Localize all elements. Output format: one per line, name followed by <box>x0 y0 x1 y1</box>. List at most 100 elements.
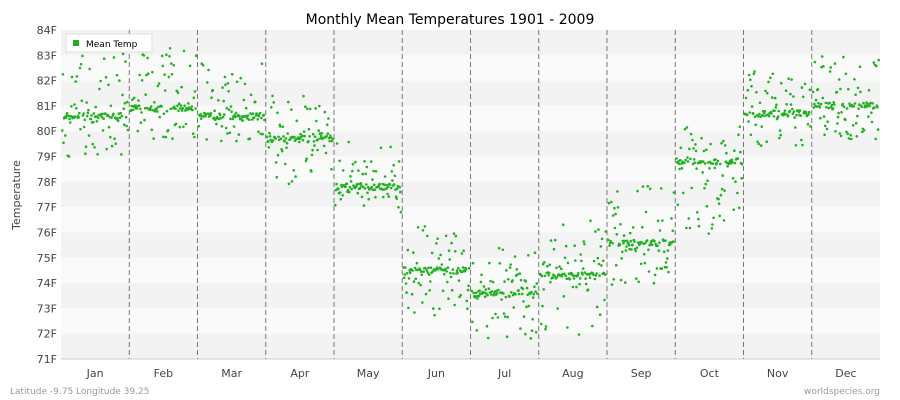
data-point <box>105 147 108 151</box>
data-point <box>787 77 790 80</box>
data-point <box>331 137 335 141</box>
data-point <box>647 270 651 273</box>
data-point <box>695 167 698 170</box>
data-point <box>385 183 389 187</box>
data-point <box>661 219 664 222</box>
data-point <box>859 90 862 94</box>
data-point <box>363 160 366 163</box>
data-point <box>711 162 715 165</box>
data-point <box>467 267 471 270</box>
data-point <box>568 277 572 281</box>
data-point <box>815 105 818 108</box>
data-point <box>807 113 810 116</box>
data-point <box>813 102 816 106</box>
data-point <box>514 293 517 296</box>
data-point <box>717 197 720 201</box>
data-point <box>696 161 700 165</box>
data-point <box>126 100 129 104</box>
data-point <box>680 167 684 170</box>
data-point <box>540 322 543 326</box>
data-point <box>772 115 776 118</box>
data-point <box>150 128 154 132</box>
data-point <box>592 259 596 263</box>
data-point <box>801 143 804 147</box>
data-point <box>665 266 668 269</box>
data-point <box>274 137 277 140</box>
data-point <box>506 315 510 319</box>
data-point <box>717 202 721 205</box>
data-point <box>828 101 831 105</box>
data-point <box>616 190 619 193</box>
data-point <box>74 80 77 83</box>
data-point <box>573 244 576 247</box>
data-point <box>595 272 598 276</box>
data-point <box>733 161 737 165</box>
data-point <box>816 88 820 91</box>
data-point <box>370 185 374 189</box>
data-point <box>770 112 773 115</box>
data-point <box>393 183 396 186</box>
data-point <box>637 280 640 284</box>
data-point <box>558 265 561 268</box>
data-point <box>267 140 270 143</box>
data-point <box>723 144 727 147</box>
data-point <box>533 285 536 289</box>
data-point <box>560 267 563 271</box>
data-point <box>740 162 744 166</box>
data-points <box>61 47 880 340</box>
data-point <box>429 280 432 283</box>
data-point <box>176 104 179 108</box>
data-point <box>380 188 384 191</box>
data-point <box>718 214 721 218</box>
data-point <box>544 325 548 328</box>
data-point <box>73 115 77 118</box>
data-point <box>553 274 556 278</box>
data-point <box>701 171 704 174</box>
data-point <box>115 73 119 77</box>
data-point <box>395 197 399 200</box>
data-point <box>479 280 483 284</box>
data-point <box>784 89 788 92</box>
data-point <box>501 248 505 252</box>
y-tick-label: 81F <box>37 100 57 113</box>
data-point <box>646 185 650 188</box>
data-point <box>836 122 839 125</box>
data-point <box>760 125 764 128</box>
data-point <box>383 175 387 178</box>
data-point <box>310 170 313 173</box>
data-point <box>408 271 412 275</box>
data-point <box>261 132 264 136</box>
data-point <box>600 264 603 267</box>
data-point <box>433 313 436 317</box>
data-point <box>405 291 408 294</box>
data-point <box>670 217 673 220</box>
data-point <box>184 122 188 126</box>
data-point <box>571 285 575 289</box>
data-point <box>614 212 617 216</box>
data-point <box>153 101 156 104</box>
data-point <box>770 96 774 99</box>
data-point <box>349 175 352 178</box>
data-point <box>586 288 590 292</box>
data-point <box>222 99 225 103</box>
data-point <box>594 230 597 233</box>
data-point <box>452 272 455 275</box>
data-point <box>521 287 525 291</box>
data-point <box>450 288 454 292</box>
data-point <box>791 112 795 115</box>
data-point <box>700 136 703 140</box>
data-point <box>457 266 460 270</box>
data-point <box>234 111 238 115</box>
data-point <box>85 101 88 104</box>
data-point <box>739 150 742 154</box>
data-point <box>122 107 125 110</box>
data-point <box>769 76 772 80</box>
data-point <box>678 167 681 171</box>
data-point <box>463 269 467 273</box>
data-point <box>304 105 307 108</box>
data-point <box>620 257 623 260</box>
data-point <box>496 316 500 319</box>
data-point <box>414 277 418 281</box>
data-point <box>447 297 450 301</box>
